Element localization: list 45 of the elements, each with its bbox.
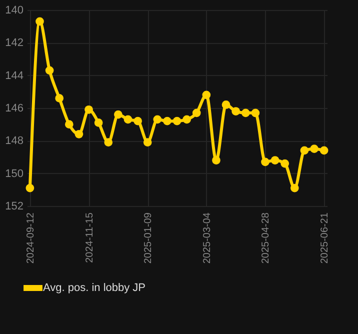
point xyxy=(84,105,93,114)
point xyxy=(182,115,191,124)
point xyxy=(143,138,152,146)
point xyxy=(251,108,260,118)
point xyxy=(64,120,74,129)
x-tick-label: 2025-03-04 xyxy=(202,212,213,264)
y-tick-label: 152 xyxy=(5,200,24,212)
point xyxy=(45,66,54,75)
x-tick-label: 2025-06-21 xyxy=(320,212,331,264)
point xyxy=(300,146,309,155)
point xyxy=(94,118,103,127)
point xyxy=(36,17,44,26)
point xyxy=(270,156,280,164)
point xyxy=(280,159,290,168)
y-tick-label: 150 xyxy=(5,168,24,180)
point xyxy=(26,184,34,192)
point xyxy=(124,115,132,124)
point xyxy=(134,116,142,126)
y-tick-label: 142 xyxy=(5,37,24,50)
point xyxy=(104,138,113,146)
point xyxy=(290,184,299,192)
x-tick-label: 2024-09-12 xyxy=(25,212,36,264)
point xyxy=(153,115,162,124)
point xyxy=(192,108,201,118)
y-tick-label: 148 xyxy=(5,135,24,148)
point xyxy=(163,116,172,126)
point xyxy=(114,110,122,119)
y-tick-label: 146 xyxy=(5,102,24,114)
point xyxy=(74,130,84,138)
y-tick-label: 140 xyxy=(5,4,24,16)
point xyxy=(55,94,64,102)
point xyxy=(261,158,270,166)
point xyxy=(232,107,240,116)
point xyxy=(202,90,211,100)
point xyxy=(222,100,230,109)
x-tick-label: 2025-01-09 xyxy=(143,212,154,264)
point xyxy=(320,146,328,155)
point xyxy=(212,156,220,164)
y-tick-label: 144 xyxy=(5,70,24,82)
point xyxy=(241,108,250,118)
point xyxy=(172,116,182,126)
point xyxy=(310,144,318,154)
x-tick-label: 2025-04-28 xyxy=(260,212,272,264)
legend-label: Avg. pos. in lobby JP xyxy=(43,282,146,294)
x-tick-label: 2024-11-15 xyxy=(84,212,96,263)
